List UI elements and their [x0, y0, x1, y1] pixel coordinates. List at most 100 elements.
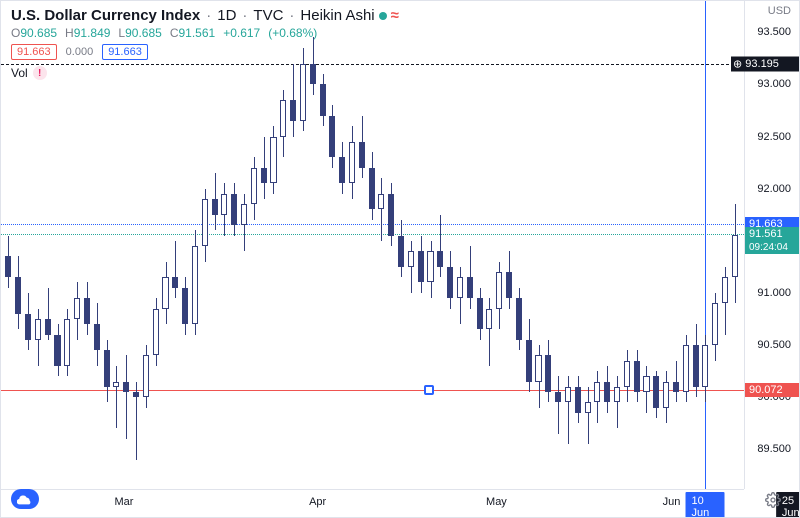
candle-body: [535, 355, 541, 381]
candle-body: [585, 402, 591, 412]
candle-body: [320, 84, 326, 115]
y-axis[interactable]: USD 89.50090.00090.50091.00091.50092.000…: [744, 1, 799, 489]
y-axis-title: USD: [768, 5, 791, 17]
candle-body: [290, 100, 296, 121]
y-tick: 93.000: [757, 78, 791, 90]
candle-body: [722, 277, 728, 303]
approx-icon: ≈: [391, 7, 399, 24]
candle-body: [192, 246, 198, 324]
ohlc-high: 91.849: [74, 26, 111, 40]
price-tag: 91.561: [745, 227, 799, 241]
candle-body: [604, 382, 610, 403]
x-data-tag: 10 Jun '21: [686, 492, 725, 518]
candle-body: [447, 267, 453, 298]
candle-wick: [588, 387, 589, 444]
candle-body: [496, 272, 502, 308]
candle-body: [64, 319, 70, 366]
candle-body: [594, 382, 600, 403]
candle-body: [25, 314, 31, 340]
candle-body: [15, 277, 21, 313]
line-marker[interactable]: [424, 385, 434, 395]
candle-body: [486, 309, 492, 330]
screenshot-button[interactable]: [11, 489, 39, 509]
symbol-name[interactable]: U.S. Dollar Currency Index: [11, 7, 200, 24]
candle-body: [74, 298, 80, 319]
candle-body: [506, 272, 512, 298]
h-line: [1, 234, 744, 235]
candle-body: [241, 204, 247, 225]
y-tick: 91.000: [757, 287, 791, 299]
indicator-badge-2[interactable]: 91.663: [102, 44, 148, 60]
candle-body: [437, 251, 443, 267]
ohlc-change-pct: (+0.68%): [268, 26, 317, 40]
ohlc-close: 91.561: [178, 26, 215, 40]
candle-body: [663, 382, 669, 408]
candle-body: [143, 355, 149, 397]
x-axis[interactable]: MarAprMayJun10 Jun '2125 Jun '21: [1, 489, 744, 517]
candle-body: [359, 142, 365, 168]
candle-body: [349, 142, 355, 184]
volume-row: Vol !: [11, 66, 734, 80]
exchange[interactable]: TVC: [253, 7, 283, 24]
candle-wick: [617, 376, 618, 428]
x-tick: Mar: [114, 496, 133, 508]
candle-body: [575, 387, 581, 413]
y-tick: 90.500: [757, 339, 791, 351]
candle-body: [329, 116, 335, 158]
candle-body: [369, 168, 375, 210]
title-row: U.S. Dollar Currency Index · 1D · TVC · …: [11, 7, 734, 24]
indicator-badge-1[interactable]: 91.663: [11, 44, 57, 60]
candle-body: [634, 361, 640, 392]
h-line: [1, 224, 744, 225]
candle-body: [427, 251, 433, 282]
candle-body: [94, 324, 100, 350]
candle-body: [693, 345, 699, 387]
ohlc-change: +0.617: [223, 26, 260, 40]
candle-body: [123, 382, 129, 392]
candle-body: [339, 157, 345, 183]
candle-body: [153, 309, 159, 356]
candle-body: [643, 376, 649, 392]
candle-body: [477, 298, 483, 329]
ohlc-open: 90.685: [20, 26, 57, 40]
y-tick: 92.000: [757, 183, 791, 195]
candle-body: [133, 392, 139, 397]
candle-wick: [116, 366, 117, 429]
countdown-tag: 09:24:04: [745, 241, 799, 254]
interval[interactable]: 1D: [217, 7, 236, 24]
candle-wick: [440, 215, 441, 278]
candle-wick: [381, 178, 382, 241]
ohlc-row: O90.685 H91.849 L90.685 C91.561 +0.617 (…: [11, 26, 734, 40]
settings-icon[interactable]: [765, 492, 781, 513]
candle-body: [202, 199, 208, 246]
candle-body: [35, 319, 41, 340]
candle-body: [555, 392, 561, 402]
candle-body: [104, 350, 110, 386]
market-status-icon: [379, 12, 387, 20]
y-tick: 89.500: [757, 443, 791, 455]
candle-body: [212, 199, 218, 215]
price-tag: 90.072: [745, 383, 799, 397]
candle-body: [172, 277, 178, 287]
candle-body: [261, 168, 267, 184]
candle-body: [408, 251, 414, 267]
candle-body: [624, 361, 630, 387]
candle-body: [378, 194, 384, 210]
volume-label[interactable]: Vol: [11, 66, 28, 80]
candle-wick: [411, 241, 412, 293]
candle-body: [162, 277, 168, 308]
candle-body: [683, 345, 689, 392]
chart-style[interactable]: Heikin Ashi: [300, 7, 374, 24]
candle-body: [673, 382, 679, 392]
candle-body: [614, 387, 620, 403]
x-axis-bar: MarAprMayJun10 Jun '2125 Jun '21: [1, 489, 799, 517]
y-tick: 93.500: [757, 26, 791, 38]
candle-body: [54, 335, 60, 366]
candle-body: [545, 355, 551, 391]
volume-warning-icon[interactable]: !: [33, 66, 47, 80]
candle-body: [398, 236, 404, 267]
candle-body: [84, 298, 90, 324]
x-tick: Apr: [309, 496, 326, 508]
candle-body: [5, 256, 11, 277]
candle-body: [270, 137, 276, 184]
